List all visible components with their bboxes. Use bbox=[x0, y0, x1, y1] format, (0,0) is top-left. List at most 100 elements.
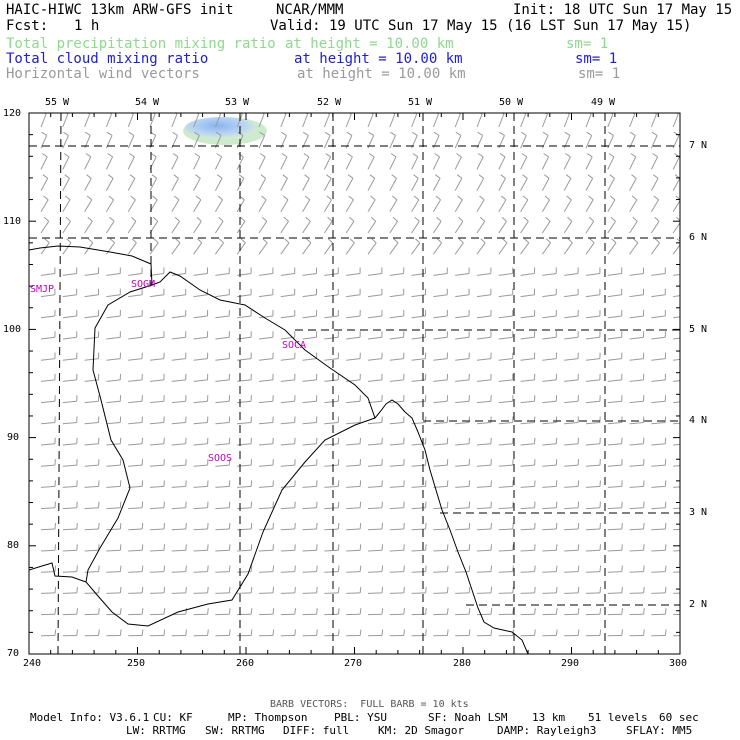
wind-barb-feather bbox=[664, 629, 667, 636]
wind-barb-shaft bbox=[62, 464, 77, 467]
wind-barb-shaft bbox=[171, 400, 186, 404]
wind-barb-feather bbox=[119, 629, 122, 636]
wind-barb-feather bbox=[207, 629, 209, 636]
wind-barb-shaft bbox=[389, 592, 404, 594]
wind-barb-shaft bbox=[367, 379, 382, 382]
wind-barb-feather bbox=[381, 608, 384, 615]
wind-barb-shaft bbox=[324, 528, 339, 531]
wind-barb-shaft bbox=[84, 273, 99, 276]
wind-barb-feather bbox=[543, 174, 550, 179]
wind-barb-shaft bbox=[40, 135, 48, 149]
wind-barb-feather bbox=[629, 131, 636, 136]
wind-barb-feather bbox=[130, 195, 136, 201]
wind-barb-shaft bbox=[280, 507, 295, 510]
wind-barb-shaft bbox=[258, 273, 273, 276]
wind-barb-feather bbox=[228, 544, 231, 551]
wind-barb-feather bbox=[260, 174, 267, 179]
wind-barbs bbox=[40, 113, 688, 637]
wind-barb-feather bbox=[599, 565, 602, 572]
wind-barb-shaft bbox=[564, 315, 579, 319]
wind-barb-shaft bbox=[629, 199, 638, 213]
wind-barb-shaft bbox=[324, 571, 339, 573]
wind-barb-shaft bbox=[673, 422, 680, 425]
wind-barb-shaft bbox=[541, 156, 550, 170]
wind-barb-shaft bbox=[520, 178, 528, 191]
wind-barb-shaft bbox=[433, 294, 448, 298]
wind-barb-shaft bbox=[607, 221, 616, 234]
wind-barb-feather bbox=[349, 216, 355, 222]
x-tick-label: 270 bbox=[344, 658, 363, 669]
wind-barb-feather bbox=[240, 216, 246, 222]
wind-barb-shaft bbox=[367, 571, 383, 573]
wind-barb-shaft bbox=[454, 135, 462, 149]
wind-barb-feather bbox=[534, 608, 536, 615]
wind-barb-shaft bbox=[302, 464, 317, 467]
wind-barb-shaft bbox=[476, 571, 492, 573]
wind-barb-shaft bbox=[237, 485, 252, 488]
wind-barb-feather bbox=[577, 586, 580, 593]
wind-barb-feather bbox=[390, 131, 396, 136]
wind-barb-shaft bbox=[258, 336, 273, 340]
wind-barb-feather bbox=[564, 131, 571, 136]
wind-barb-feather bbox=[316, 522, 318, 530]
wind-barb-feather bbox=[44, 238, 50, 244]
wind-barb-feather bbox=[425, 522, 427, 530]
wind-barb-shaft bbox=[432, 156, 441, 170]
wind-barb-shaft bbox=[367, 549, 383, 552]
wind-barb-shaft bbox=[498, 485, 513, 488]
wind-barb-feather bbox=[163, 608, 166, 615]
wind-barb-shaft bbox=[454, 178, 463, 191]
wind-barb-feather bbox=[119, 544, 122, 551]
wind-barb-shaft bbox=[585, 507, 601, 510]
wind-barb-shaft bbox=[280, 273, 295, 276]
wind-barb-feather bbox=[294, 544, 296, 551]
wind-barb-shaft bbox=[106, 464, 121, 467]
wind-barb-feather bbox=[490, 522, 492, 530]
wind-barb-feather bbox=[141, 544, 144, 551]
wind-barb-shaft bbox=[476, 156, 484, 170]
wind-barb-feather bbox=[499, 153, 506, 158]
wind-barb-shaft bbox=[520, 135, 527, 149]
wind-barb-feather bbox=[98, 544, 100, 551]
wind-barb-shaft bbox=[258, 507, 274, 510]
wind-barb-feather bbox=[337, 608, 340, 615]
wind-barb-shaft bbox=[40, 156, 48, 170]
wind-barb-shaft bbox=[127, 178, 136, 191]
wind-barb-shaft bbox=[346, 464, 361, 467]
wind-barb-shaft bbox=[651, 315, 666, 319]
wind-barb-feather bbox=[567, 216, 573, 222]
wind-barb-feather bbox=[479, 216, 486, 222]
wind-barb-feather bbox=[621, 522, 623, 530]
wind-barb-shaft bbox=[542, 400, 557, 404]
wind-barb-shaft bbox=[607, 400, 622, 404]
wind-barb-shaft bbox=[237, 273, 252, 276]
wind-barb-shaft bbox=[128, 315, 143, 319]
wind-barb-shaft bbox=[40, 242, 50, 255]
wind-barb-shaft bbox=[476, 400, 491, 404]
wind-barb-shaft bbox=[672, 135, 680, 149]
wind-barb-feather bbox=[687, 523, 688, 529]
wind-barb-shaft bbox=[149, 400, 164, 404]
wind-barb-shaft bbox=[455, 485, 470, 488]
wind-barb-feather bbox=[347, 174, 354, 179]
wind-barb-shaft bbox=[476, 242, 486, 255]
wind-barb-shaft bbox=[651, 592, 666, 594]
wind-barb-shaft bbox=[324, 549, 339, 552]
wind-barb-shaft bbox=[127, 199, 136, 213]
wind-barb-shaft bbox=[193, 294, 208, 298]
wind-barb-feather bbox=[98, 629, 100, 636]
wind-barb-shaft bbox=[215, 592, 230, 594]
wind-barb-shaft bbox=[476, 273, 491, 276]
wind-barb-shaft bbox=[411, 113, 418, 128]
wind-barb-shaft bbox=[607, 242, 617, 255]
wind-barb-shaft bbox=[323, 178, 332, 191]
wind-barb-shaft bbox=[389, 336, 404, 340]
wind-barb-feather bbox=[41, 131, 47, 136]
wind-barb-shaft bbox=[520, 592, 535, 594]
wind-barb-feather bbox=[119, 522, 122, 530]
wind-barb-shaft bbox=[346, 358, 361, 361]
wind-barb-shaft bbox=[542, 294, 557, 298]
wind-barb-shaft bbox=[302, 221, 311, 234]
wind-barb-shaft bbox=[650, 221, 660, 234]
wind-barb-shaft bbox=[629, 113, 636, 128]
